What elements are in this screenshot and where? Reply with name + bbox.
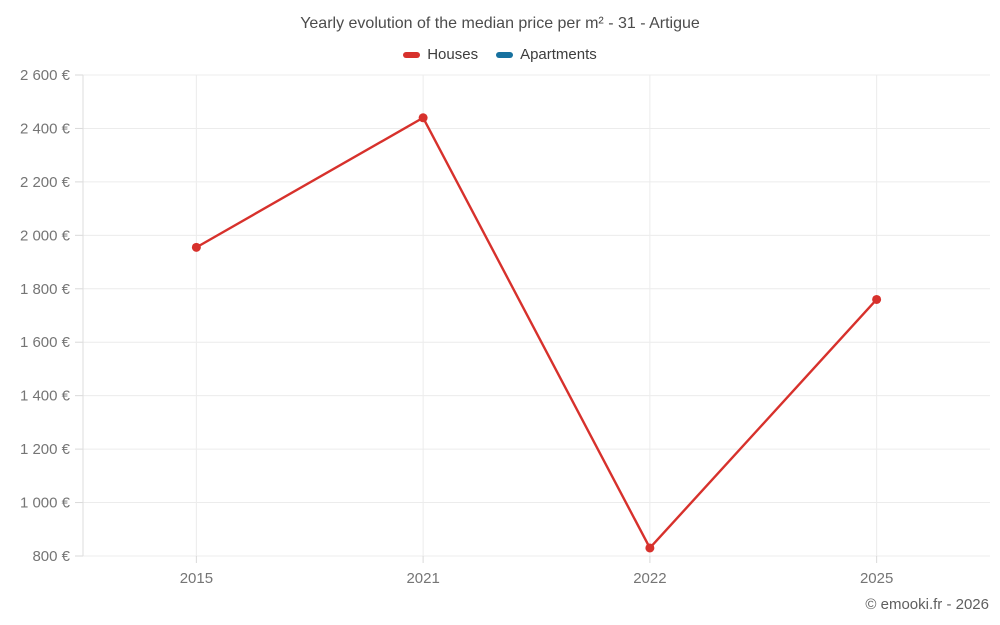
- copyright-credit: © emooki.fr - 2026: [865, 596, 989, 613]
- x-axis-label: 2015: [180, 570, 213, 587]
- y-axis-label: 2 200 €: [20, 174, 71, 191]
- y-axis-label: 2 400 €: [20, 120, 71, 137]
- apartments-series-swatch-icon: [496, 51, 514, 58]
- data-point-houses-2015[interactable]: [191, 242, 201, 252]
- legend-item-apartments[interactable]: Apartments: [496, 46, 597, 63]
- y-axis-label: 800 €: [32, 548, 70, 565]
- legend-item-houses[interactable]: Houses: [403, 46, 478, 63]
- y-axis-label: 1 800 €: [20, 281, 71, 298]
- data-point-houses-2021[interactable]: [418, 113, 428, 123]
- x-axis-label: 2021: [406, 570, 439, 587]
- legend-item-label: Apartments: [520, 46, 597, 63]
- x-axis-label: 2022: [633, 570, 666, 587]
- y-axis-label: 1 200 €: [20, 441, 71, 458]
- y-axis-label: 2 600 €: [20, 67, 71, 84]
- x-axis-label: 2025: [860, 570, 893, 587]
- houses-series-swatch-icon: [403, 51, 421, 58]
- series-line-houses: [195, 116, 878, 550]
- data-point-houses-2022[interactable]: [645, 543, 655, 553]
- chart-title: Yearly evolution of the median price per…: [300, 15, 700, 32]
- legend-item-label: Houses: [427, 46, 479, 63]
- chart-legend: Houses Apartments: [0, 46, 1000, 63]
- data-point-houses-2025[interactable]: [872, 294, 882, 304]
- y-axis-label: 2 000 €: [20, 227, 71, 244]
- y-axis-label: 1 000 €: [20, 495, 71, 512]
- y-axis-label: 1 600 €: [20, 334, 71, 351]
- y-axis-label: 1 400 €: [20, 388, 71, 405]
